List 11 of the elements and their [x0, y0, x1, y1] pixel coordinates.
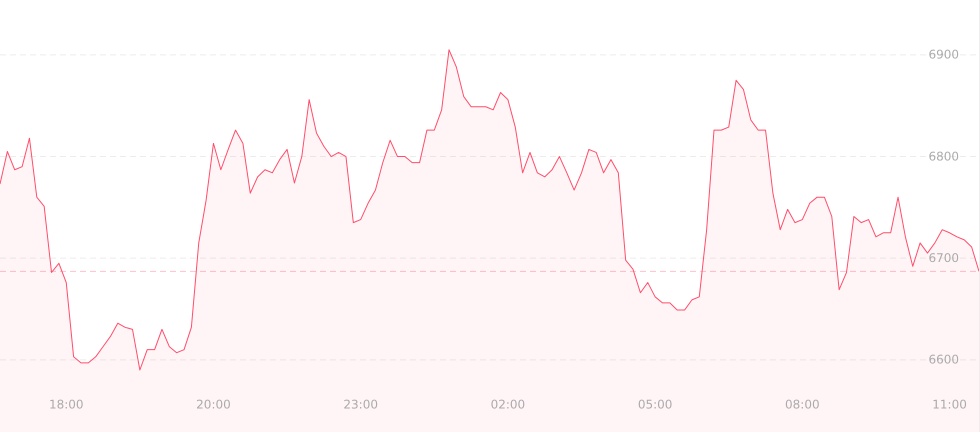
- x-tick-label: 11:00: [932, 398, 967, 412]
- x-tick-label: 20:00: [196, 398, 231, 412]
- y-tick-label: 6900: [928, 48, 959, 62]
- x-tick-label: 18:00: [48, 398, 84, 412]
- x-tick-label: 02:00: [490, 398, 526, 412]
- y-tick-label: 6800: [928, 149, 959, 164]
- y-tick-label: 6700: [928, 251, 959, 266]
- x-tick-label: 05:00: [638, 398, 672, 412]
- y-tick-label: 6600: [928, 352, 959, 367]
- x-tick-label: 23:00: [343, 398, 378, 412]
- x-tick-label: 08:00: [785, 398, 820, 412]
